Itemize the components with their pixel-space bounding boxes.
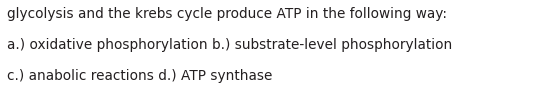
Text: c.) anabolic reactions d.) ATP synthase: c.) anabolic reactions d.) ATP synthase xyxy=(7,69,272,83)
Text: a.) oxidative phosphorylation b.) substrate-level phosphorylation: a.) oxidative phosphorylation b.) substr… xyxy=(7,38,452,52)
Text: glycolysis and the krebs cycle produce ATP in the following way:: glycolysis and the krebs cycle produce A… xyxy=(7,7,447,21)
